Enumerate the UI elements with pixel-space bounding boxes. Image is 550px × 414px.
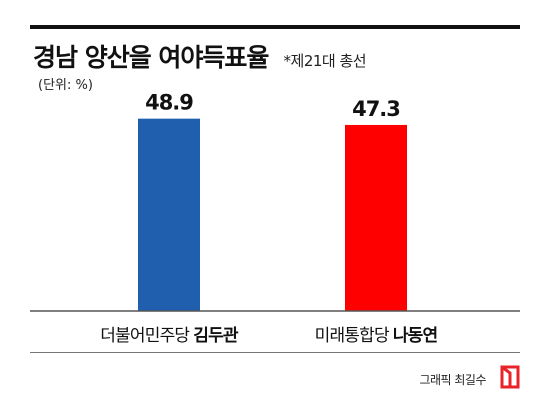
election-note: *제21대 총선 [283, 52, 367, 70]
category-label-united-future: 미래통합당 나동연 [276, 321, 476, 346]
party-name: 더불어민주당 [100, 326, 190, 346]
chart-title: 경남 양산을 여야득표율 [33, 43, 269, 72]
bar-1 [345, 124, 407, 311]
bar-0 [138, 118, 200, 311]
unit-label: (단위: %) [38, 78, 93, 93]
title-row: 경남 양산을 여야득표율 *제21대 총선 [33, 38, 367, 74]
party-name: 미래통합당 [314, 326, 390, 346]
graphic-credit: 그래픽 최길수 [419, 373, 486, 387]
publisher-logo-icon [500, 365, 520, 389]
footer-rule [30, 352, 520, 353]
value-label-0: 48.9 [145, 91, 193, 115]
top-rule [30, 25, 520, 29]
candidate-name: 김두관 [193, 326, 238, 346]
value-label-1: 47.3 [352, 97, 400, 121]
category-label-democratic: 더불어민주당 김두관 [69, 321, 269, 346]
candidate-name: 나동연 [392, 326, 438, 346]
